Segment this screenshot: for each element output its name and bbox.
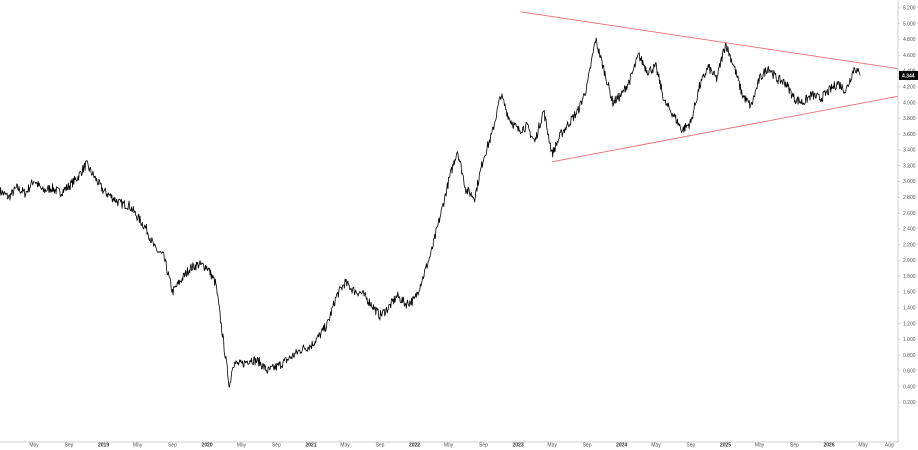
- x-tick-label: 2026: [823, 443, 834, 449]
- y-tick-label: 0.200: [903, 400, 916, 406]
- x-tick-label: 2019: [98, 443, 109, 449]
- upper-trendline: [520, 11, 899, 70]
- x-tick-label: Sep: [583, 443, 592, 449]
- y-tick-label: 2.800: [903, 195, 916, 201]
- x-tick-label: 2024: [616, 443, 627, 449]
- x-tick-label: May: [29, 443, 39, 449]
- last-price-marker: 4.344: [899, 70, 918, 80]
- y-tick-label: 4.200: [903, 85, 916, 91]
- y-tick-label: 0.400: [903, 384, 916, 390]
- y-tick-label: 1.000: [903, 337, 916, 343]
- y-tick-label: 3.600: [903, 132, 916, 138]
- x-tick-label: Sep: [64, 443, 73, 449]
- x-tick-label: May: [340, 443, 350, 449]
- x-tick-label: May: [133, 443, 143, 449]
- x-tick-label: May: [651, 443, 661, 449]
- y-tick-label: 2.600: [903, 211, 916, 217]
- y-tick-label: 5.200: [903, 6, 916, 12]
- last-price-box: [899, 70, 918, 80]
- x-tick-label: 2021: [305, 443, 316, 449]
- price-series-line: [0, 37, 861, 388]
- y-tick-label: 2.000: [903, 258, 916, 264]
- plot-area: [0, 11, 899, 388]
- y-tick-label: 3.000: [903, 179, 916, 185]
- x-tick-label: Aug: [885, 443, 894, 449]
- x-tick-label: May: [237, 443, 247, 449]
- x-tick-label: 2020: [202, 443, 213, 449]
- x-tick-label: May: [755, 443, 765, 449]
- x-tick-label: 2022: [409, 443, 420, 449]
- y-axis: 5.2005.0004.8004.6004.4004.2004.0003.800…: [898, 6, 916, 406]
- last-price-label: 4.344: [902, 73, 915, 79]
- x-tick-label: May: [858, 443, 868, 449]
- y-tick-label: 2.200: [903, 242, 916, 248]
- y-tick-label: 3.800: [903, 116, 916, 122]
- x-tick-label: May: [444, 443, 454, 449]
- y-tick-label: 1.400: [903, 306, 916, 312]
- y-tick-label: 1.800: [903, 274, 916, 280]
- x-tick-label: Sep: [479, 443, 488, 449]
- lower-trendline: [552, 95, 899, 163]
- x-tick-label: Sep: [375, 443, 384, 449]
- y-tick-label: 1.600: [903, 290, 916, 296]
- x-tick-label: Sep: [272, 443, 281, 449]
- y-tick-label: 0.600: [903, 369, 916, 375]
- y-tick-label: 3.200: [903, 163, 916, 169]
- y-tick-label: 2.400: [903, 227, 916, 233]
- x-tick-label: Sep: [168, 443, 177, 449]
- x-tick-label: May: [547, 443, 557, 449]
- y-tick-label: 1.200: [903, 321, 916, 327]
- x-axis: May Sep 2019 May Sep 2020 May Sep 2021 May Sep 2022…: [29, 442, 894, 449]
- x-tick-label: 2023: [513, 443, 524, 449]
- y-tick-label: 4.800: [903, 37, 916, 43]
- y-tick-label: 3.400: [903, 148, 916, 154]
- y-tick-label: 5.000: [903, 21, 916, 27]
- x-tick-label: 2025: [720, 443, 731, 449]
- y-tick-label: 4.000: [903, 100, 916, 106]
- x-tick-label: Sep: [790, 443, 799, 449]
- x-tick-label: Sep: [686, 443, 695, 449]
- y-tick-label: 4.600: [903, 53, 916, 59]
- y-tick-label: 0.800: [903, 353, 916, 359]
